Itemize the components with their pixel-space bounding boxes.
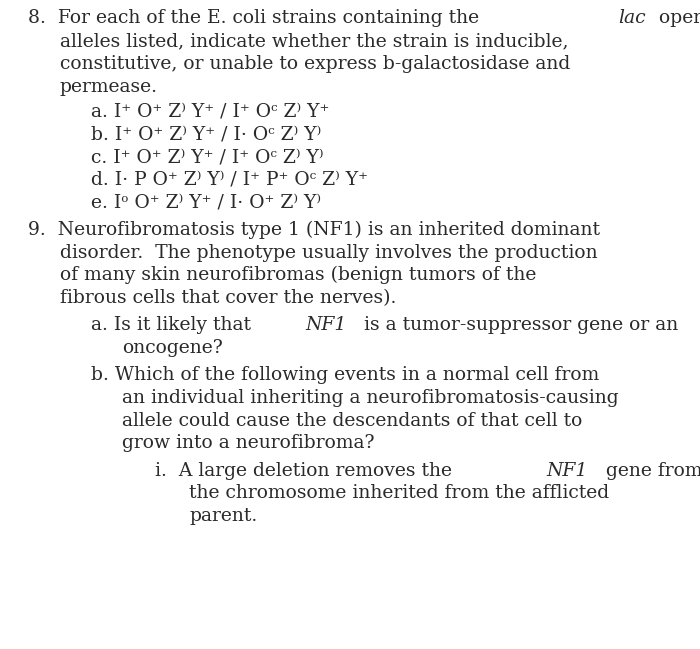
Text: allele could cause the descendants of that cell to: allele could cause the descendants of th… [122,411,583,430]
Text: b. I⁺ O⁺ Z⁾ Y⁺ / I· Oᶜ Z⁾ Y⁾: b. I⁺ O⁺ Z⁾ Y⁺ / I· Oᶜ Z⁾ Y⁾ [91,125,321,143]
Text: constitutive, or unable to express b-galactosidase and: constitutive, or unable to express b-gal… [60,55,570,73]
Text: NF1: NF1 [547,461,587,480]
Text: e. Iᵒ O⁺ Z⁾ Y⁺ / I· O⁺ Z⁾ Y⁾: e. Iᵒ O⁺ Z⁾ Y⁺ / I· O⁺ Z⁾ Y⁾ [91,193,321,212]
Text: b. Which of the following events in a normal cell from: b. Which of the following events in a no… [91,366,599,384]
Text: 9.  Neurofibromatosis type 1 (NF1) is an inherited dominant: 9. Neurofibromatosis type 1 (NF1) is an … [28,221,600,239]
Text: of many skin neurofibromas (benign tumors of the: of many skin neurofibromas (benign tumor… [60,266,536,284]
Text: fibrous cells that cover the nerves).: fibrous cells that cover the nerves). [60,289,396,307]
Text: is a tumor-suppressor gene or an: is a tumor-suppressor gene or an [358,316,679,334]
Text: 8.  For each of the E. coli strains containing the: 8. For each of the E. coli strains conta… [28,9,485,27]
Text: c. I⁺ O⁺ Z⁾ Y⁺ / I⁺ Oᶜ Z⁾ Y⁾: c. I⁺ O⁺ Z⁾ Y⁺ / I⁺ Oᶜ Z⁾ Y⁾ [91,148,323,166]
Text: permease.: permease. [60,77,158,95]
Text: oncogene?: oncogene? [122,339,223,357]
Text: grow into a neurofibroma?: grow into a neurofibroma? [122,434,375,452]
Text: parent.: parent. [189,507,258,525]
Text: the chromosome inherited from the afflicted: the chromosome inherited from the afflic… [189,484,609,502]
Text: d. I· P O⁺ Z⁾ Y⁾ / I⁺ P⁺ Oᶜ Z⁾ Y⁺: d. I· P O⁺ Z⁾ Y⁾ / I⁺ P⁺ Oᶜ Z⁾ Y⁺ [91,171,368,189]
Text: NF1: NF1 [305,316,346,334]
Text: alleles listed, indicate whether the strain is inducible,: alleles listed, indicate whether the str… [60,32,568,50]
Text: gene from: gene from [600,461,700,480]
Text: an individual inheriting a neurofibromatosis-causing: an individual inheriting a neurofibromat… [122,389,619,407]
Text: i.  A large deletion removes the: i. A large deletion removes the [155,461,458,480]
Text: a. I⁺ O⁺ Z⁾ Y⁺ / I⁺ Oᶜ Z⁾ Y⁺: a. I⁺ O⁺ Z⁾ Y⁺ / I⁺ Oᶜ Z⁾ Y⁺ [91,103,330,121]
Text: disorder.  The phenotype usually involves the production: disorder. The phenotype usually involves… [60,243,597,262]
Text: lac: lac [618,9,645,27]
Text: operon: operon [654,9,700,27]
Text: a. Is it likely that: a. Is it likely that [91,316,257,334]
